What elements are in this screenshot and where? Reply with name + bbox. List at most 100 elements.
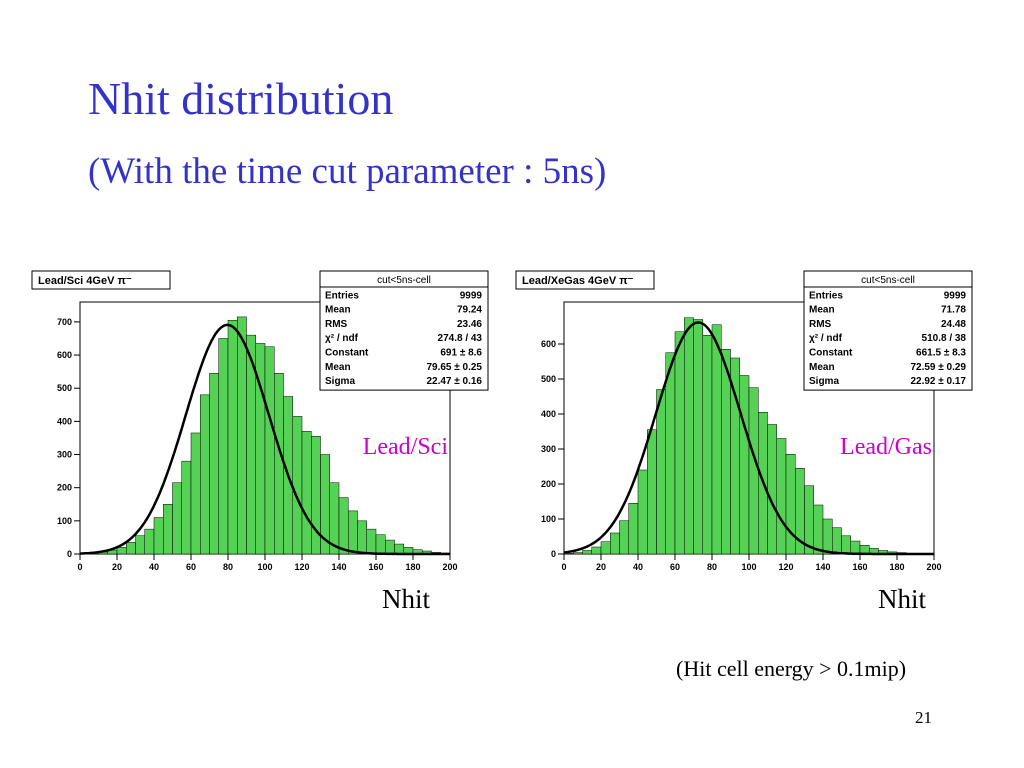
histogram-bin — [301, 431, 312, 555]
x-tick-label: 0 — [77, 562, 82, 572]
x-tick-label: 80 — [223, 562, 233, 572]
stats-label: Constant — [809, 348, 853, 359]
histogram-bin — [813, 504, 824, 555]
y-tick-label: 400 — [541, 409, 556, 419]
histogram-bin — [292, 416, 303, 555]
slide-subtitle: (With the time cut parameter : 5ns) — [88, 151, 607, 192]
histogram-bin — [375, 534, 386, 555]
histogram-bin — [366, 528, 377, 555]
histogram-bin — [385, 539, 395, 555]
x-tick-label: 20 — [112, 562, 122, 572]
histogram-bin — [684, 317, 694, 555]
y-tick-label: 0 — [67, 549, 72, 559]
histogram-bin — [702, 335, 713, 555]
histogram-bin — [767, 424, 777, 555]
y-tick-label: 100 — [57, 516, 72, 526]
histogram-bin — [647, 429, 657, 555]
y-tick-label: 0 — [551, 549, 556, 559]
histogram-bin — [693, 319, 703, 555]
detector-annotation: Lead/Gas — [840, 434, 932, 460]
y-tick-label: 700 — [57, 317, 72, 327]
stats-title: cut<5ns-cell — [861, 275, 915, 286]
histogram-bin — [264, 346, 275, 555]
stats-label: Mean — [325, 362, 351, 373]
x-tick-label: 120 — [778, 562, 793, 572]
histogram-bin — [181, 460, 192, 555]
x-tick-label: 120 — [294, 562, 309, 572]
histogram-bin — [163, 504, 173, 555]
histogram-bin — [209, 373, 219, 555]
stats-label: Mean — [325, 305, 351, 316]
stats-value: 79.24 — [457, 305, 482, 316]
histogram-bin — [628, 503, 639, 555]
histogram-bin — [200, 394, 210, 555]
x-tick-label: 200 — [926, 562, 941, 572]
histogram-bin — [665, 352, 676, 555]
histogram-bin — [637, 469, 648, 555]
page-number: 21 — [915, 708, 932, 727]
x-tick-label: 60 — [186, 562, 196, 572]
histogram-bin — [116, 547, 127, 555]
stats-value: 510.8 / 38 — [922, 333, 967, 344]
histogram-bin — [218, 338, 229, 555]
x-tick-label: 160 — [852, 562, 867, 572]
histogram-bin — [126, 542, 136, 555]
histogram-bin — [348, 510, 358, 555]
histogram-bin — [591, 546, 602, 555]
detector-annotation: Lead/Sci — [363, 434, 449, 460]
x-axis-label-lead-gas: Nhit — [878, 584, 927, 614]
histogram-bin — [832, 527, 842, 555]
gaussian-fit-curve — [563, 321, 934, 556]
stats-value: 22.47 ± 0.16 — [426, 376, 482, 387]
histogram-bin — [311, 436, 321, 555]
histogram-bin — [274, 373, 284, 555]
footnote: (Hit cell energy > 0.1mip) — [676, 656, 907, 681]
histogram-bin — [237, 316, 247, 555]
stats-value: 24.48 — [941, 319, 966, 330]
x-tick-label: 140 — [815, 562, 830, 572]
stats-value: 72.59 ± 0.29 — [910, 362, 966, 373]
x-tick-label: 0 — [561, 562, 566, 572]
stats-title: cut<5ns-cell — [377, 275, 431, 286]
y-tick-label: 600 — [57, 350, 72, 360]
stats-value: 691 ± 8.6 — [440, 348, 482, 359]
histogram-bin — [739, 375, 750, 555]
x-tick-label: 60 — [670, 562, 680, 572]
histogram-bin — [338, 497, 349, 555]
x-tick-label: 160 — [368, 562, 383, 572]
stats-value: 661.5 ± 8.3 — [916, 348, 966, 359]
histogram-bin — [227, 319, 238, 555]
y-tick-label: 200 — [541, 479, 556, 489]
y-tick-label: 100 — [541, 514, 556, 524]
histogram-bin — [190, 432, 201, 555]
histogram-bin — [785, 454, 796, 555]
y-tick-label: 500 — [541, 374, 556, 384]
histogram-bin — [144, 528, 155, 555]
x-tick-label: 180 — [405, 562, 420, 572]
histogram-bin — [582, 550, 592, 555]
histogram-bin — [619, 520, 629, 555]
x-tick-label: 200 — [442, 562, 457, 572]
histogram-chart-lead-gas: 0 20 40 60 80 100 120 140 160 180 200 0 100 200 300 400… — [515, 270, 973, 572]
stats-value: 22.92 ± 0.17 — [910, 376, 966, 387]
stats-label: Mean — [809, 305, 835, 316]
stats-label: Sigma — [809, 376, 839, 387]
stats-label: Mean — [809, 362, 835, 373]
histogram-bin — [674, 331, 685, 555]
histogram-bin — [656, 389, 666, 555]
x-axis-label-lead-sci: Nhit — [382, 584, 431, 614]
slide-title: Nhit distribution — [88, 73, 394, 124]
stats-label: χ² / ndf — [325, 333, 359, 344]
y-tick-label: 600 — [541, 339, 556, 349]
stats-value: 71.78 — [941, 305, 966, 316]
histogram-title: Lead/XeGas 4GeV π⁻ — [522, 275, 634, 287]
histogram-chart-lead-sci: 0 20 40 60 80 100 120 140 160 180 200 0 100 200 300 400… — [31, 270, 489, 572]
x-tick-label: 20 — [596, 562, 606, 572]
histogram-bin — [600, 541, 611, 555]
histogram-bin — [610, 532, 620, 555]
histogram-panel-lead-gas: 0 20 40 60 80 100 120 140 160 180 200 0 100 200 300 400… — [512, 262, 982, 572]
y-tick-label: 300 — [57, 450, 72, 460]
stats-value: 9999 — [944, 290, 967, 301]
histogram-bin — [748, 387, 759, 555]
histogram-bin — [850, 540, 861, 555]
